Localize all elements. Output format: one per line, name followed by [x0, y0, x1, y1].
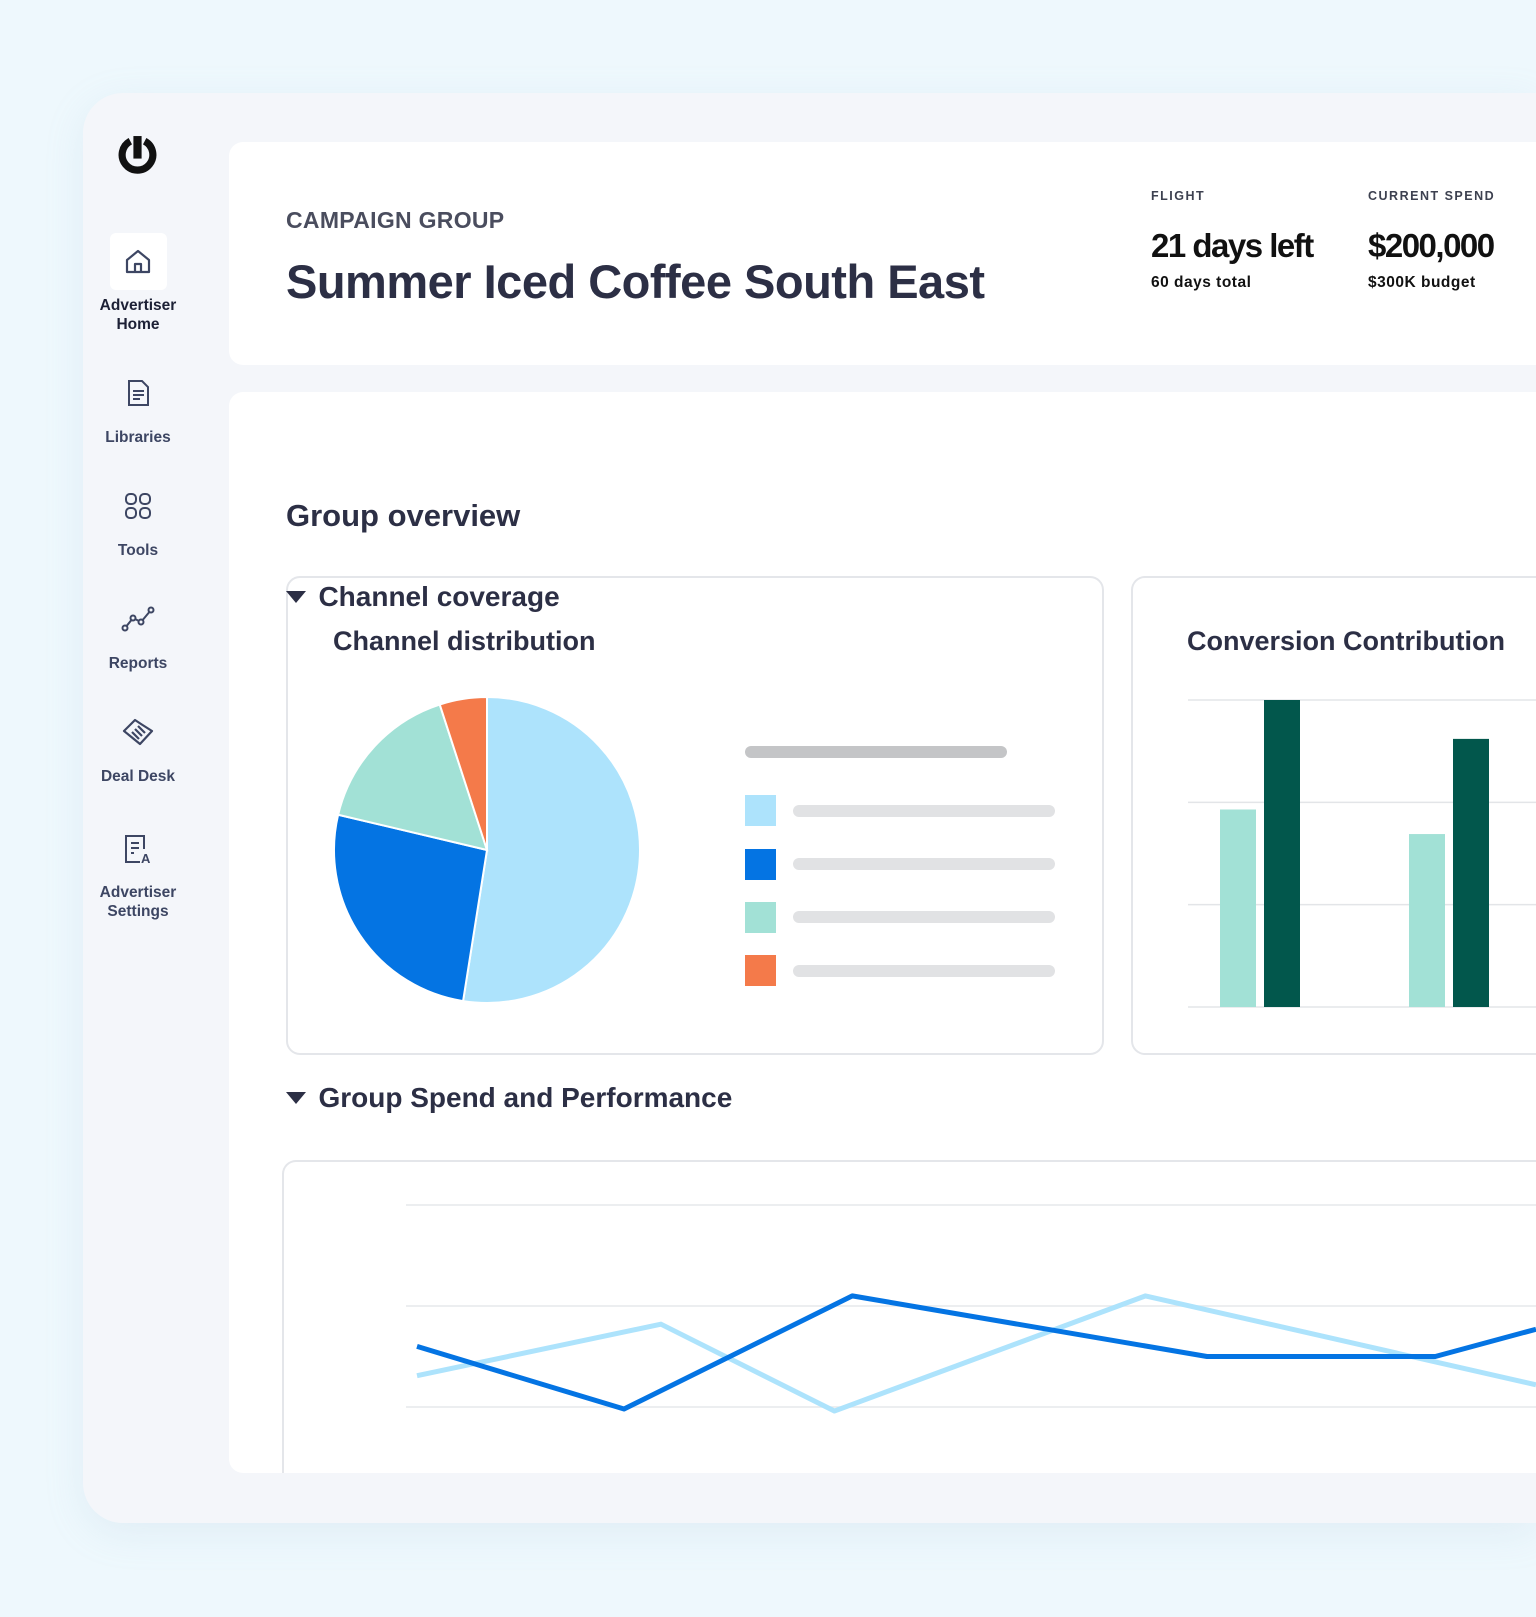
spend-performance-panel [282, 1160, 1536, 1473]
power-logo-icon[interactable] [116, 134, 159, 182]
bar-chart [1188, 699, 1536, 1008]
current-spend-value: $200,000 [1368, 227, 1495, 264]
sidebar-item-label: Advertiser Settings [99, 884, 177, 920]
legend-title-placeholder [745, 746, 1007, 758]
campaign-header-card [229, 142, 1536, 365]
home-icon [109, 233, 167, 290]
sidebar-item-tools[interactable]: Tools [89, 478, 187, 560]
settings-document-icon: A [110, 820, 167, 877]
line-graph-icon [110, 591, 167, 648]
flight-total: 60 days total [1151, 274, 1252, 291]
sidebar-item-advertiser-home[interactable]: Advertiser Home [89, 233, 187, 334]
sidebar-item-label: Tools [117, 542, 159, 559]
channel-distribution-title: Channel distribution [333, 626, 596, 656]
sidebar-item-label: Deal Desk [100, 768, 176, 785]
group-overview-heading: Group overview [286, 498, 521, 533]
handshake-icon [110, 704, 167, 761]
sidebar-item-label: Reports [108, 655, 168, 672]
line-series [416, 1293, 1536, 1414]
flight-label: FLIGHT [1151, 189, 1206, 203]
line-series [416, 1293, 1536, 1412]
current-spend-label: CURRENT SPEND [1368, 189, 1496, 203]
channel-coverage-heading: Channel coverage [318, 581, 560, 612]
legend-label-placeholder [793, 965, 1055, 977]
flight-value: 21 days left [1151, 227, 1314, 264]
legend-swatch [745, 795, 776, 826]
group-spend-heading: Group Spend and Performance [318, 1082, 733, 1113]
svg-text:A: A [141, 851, 151, 865]
line-chart [406, 1204, 1536, 1414]
legend-label-placeholder [793, 805, 1055, 817]
channel-coverage-toggle[interactable]: Channel coverage [286, 581, 560, 613]
pie-slice [461, 695, 641, 1004]
grid-icon [110, 478, 167, 535]
campaign-group-label: CAMPAIGN GROUP [286, 207, 505, 233]
group-spend-toggle[interactable]: Group Spend and Performance [286, 1082, 732, 1114]
pie-slice [336, 703, 489, 852]
caret-down-icon[interactable] [286, 591, 306, 603]
document-icon [110, 365, 167, 422]
pie-chart [333, 695, 641, 1004]
legend-swatch [745, 902, 776, 933]
bar [1264, 700, 1300, 1007]
conversion-contribution-title: Conversion Contribution [1187, 626, 1505, 656]
bar [1453, 738, 1489, 1007]
sidebar-item-deal-desk[interactable]: Deal Desk [89, 704, 187, 786]
budget-value: $300K budget [1368, 274, 1476, 291]
sidebar-item-libraries[interactable]: Libraries [89, 365, 187, 447]
bar [1409, 834, 1445, 1007]
pie-slice [438, 695, 488, 851]
sidebar-item-label: Libraries [105, 429, 171, 446]
legend-swatch [745, 849, 776, 880]
sidebar-item-label: Advertiser Home [99, 297, 177, 333]
sidebar-item-advertiser-settings[interactable]: A Advertiser Settings [89, 820, 187, 921]
legend-swatch [745, 955, 776, 986]
legend-label-placeholder [793, 858, 1055, 870]
sidebar-item-reports[interactable]: Reports [89, 591, 187, 673]
caret-down-icon[interactable] [286, 1092, 306, 1104]
pie-slice [333, 813, 489, 1003]
page-title: Summer Iced Coffee South East [286, 255, 985, 308]
legend-label-placeholder [793, 911, 1055, 923]
bar [1220, 809, 1256, 1007]
